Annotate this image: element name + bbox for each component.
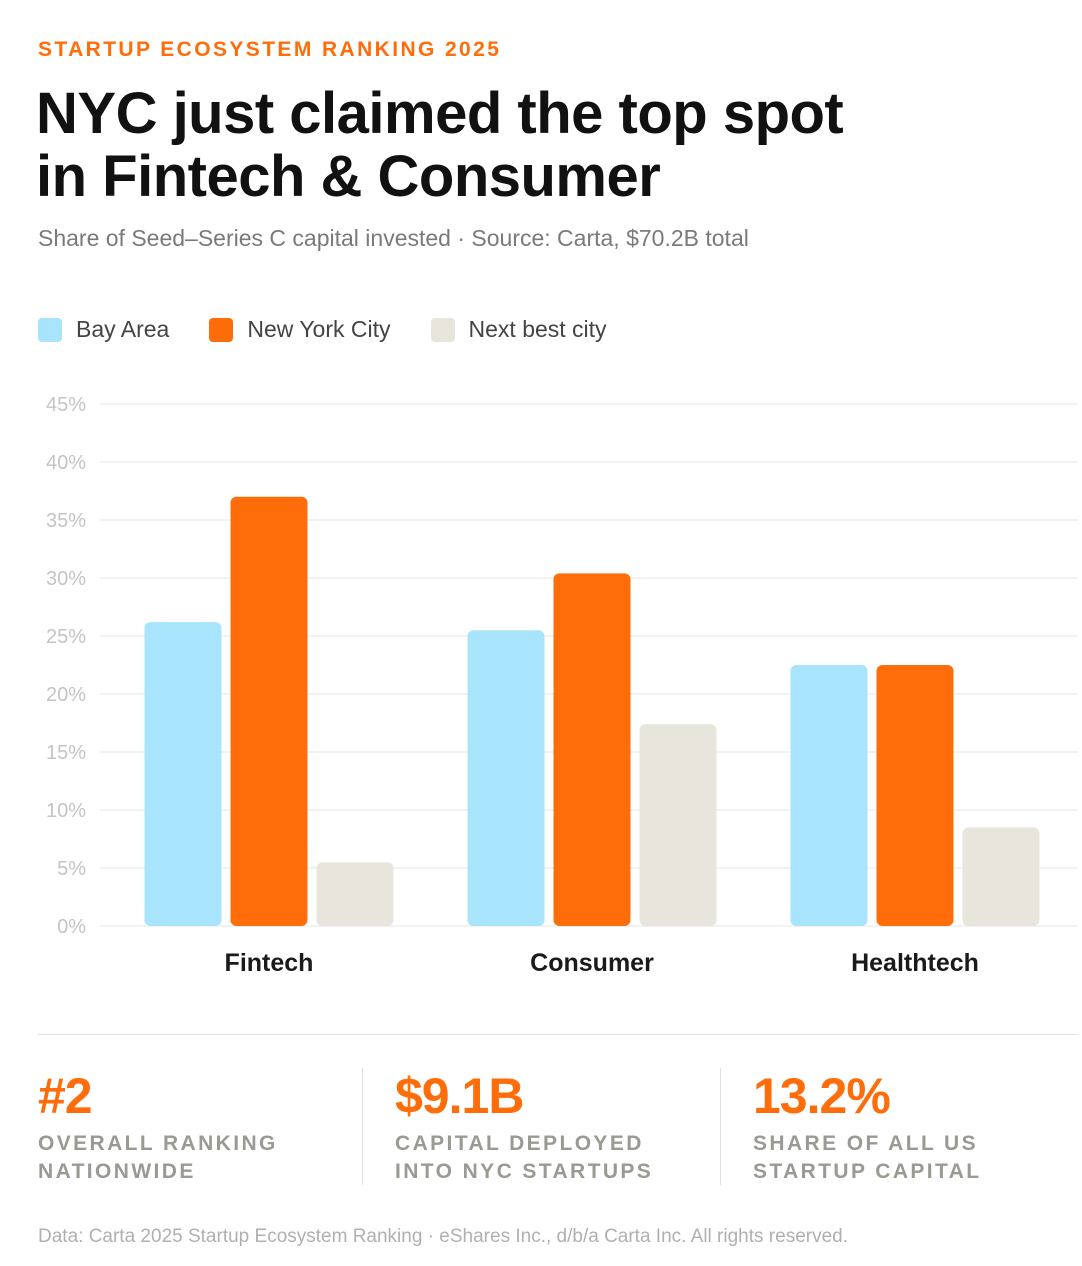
bar-bay-area-consumer (467, 630, 545, 926)
stat-label-share-line-2: STARTUP CAPITAL (753, 1160, 982, 1183)
y-tick-label: 0% (57, 916, 86, 938)
legend-label-bay-area: Bay Area (76, 316, 170, 342)
y-tick-label: 20% (46, 684, 86, 706)
title-line-2: in Fintech & Consumer (36, 144, 661, 209)
y-tick-label: 5% (57, 858, 86, 880)
chart-title: NYC just claimed the top spot in Fintech… (36, 82, 996, 208)
bar-chart: 0% 5% 10% 15% 20% 25% 30% 35% 40% 45% Fintech Consu… (46, 394, 1078, 977)
bar-bay-area-healthtech (790, 665, 868, 926)
x-tick-label: Fintech (225, 949, 314, 977)
legend-item-bay-area: Bay Area (38, 316, 169, 343)
y-tick-label: 35% (46, 510, 86, 532)
bar-next-best-healthtech (962, 827, 1040, 926)
x-tick-label: Consumer (530, 949, 654, 977)
bar-nyc-fintech (230, 496, 308, 926)
stat-label-capital-line-2: INTO NYC STARTUPS (395, 1160, 654, 1183)
stat-label-ranking-line-2: NATIONWIDE (38, 1160, 196, 1183)
x-tick-label: Healthtech (851, 949, 979, 977)
stat-divider (362, 1068, 363, 1185)
legend-swatch-bay-area (38, 317, 62, 342)
legend-label-next-best: Next best city (468, 316, 607, 342)
stat-label-ranking-line-1: OVERALL RANKING (38, 1132, 278, 1155)
section-divider (38, 1034, 1078, 1035)
stat-label-ranking: OVERALL RANKING NATIONWIDE (38, 1130, 338, 1186)
stat-value-capital: $9.1B (395, 1068, 524, 1124)
stat-overall-ranking: #2 OVERALL RANKING NATIONWIDE (38, 1068, 338, 1186)
bar-nyc-consumer (553, 573, 631, 926)
title-line-1: NYC just claimed the top spot (36, 81, 844, 146)
y-tick-label: 10% (46, 800, 86, 822)
stat-label-capital: CAPITAL DEPLOYED INTO NYC STARTUPS (395, 1130, 695, 1186)
eyebrow-label: STARTUP ECOSYSTEM RANKING 2025 (38, 38, 502, 61)
legend-swatch-nyc (209, 317, 234, 342)
y-tick-label: 45% (46, 394, 86, 416)
legend-swatch-next-best (430, 317, 455, 342)
stat-share-capital: 13.2% SHARE OF ALL US STARTUP CAPITAL (753, 1068, 1053, 1186)
bar-next-best-fintech (316, 862, 394, 926)
stat-label-capital-line-1: CAPITAL DEPLOYED (395, 1132, 644, 1155)
legend-label-nyc: New York City (247, 316, 391, 342)
y-tick-label: 30% (46, 568, 86, 590)
y-tick-label: 15% (46, 742, 86, 764)
bar-next-best-consumer (639, 724, 717, 926)
stat-value-share: 13.2% (753, 1068, 891, 1124)
chart-subtitle: Share of Seed–Series C capital invested … (38, 225, 749, 251)
legend-item-next-best: Next best city (430, 316, 607, 343)
footer-credit: Data: Carta 2025 Startup Ecosystem Ranki… (38, 1226, 848, 1247)
bar-nyc-healthtech (876, 665, 954, 926)
stat-capital-deployed: $9.1B CAPITAL DEPLOYED INTO NYC STARTUPS (395, 1068, 695, 1186)
y-tick-label: 40% (46, 452, 86, 474)
y-tick-label: 25% (46, 626, 86, 648)
stat-label-share-line-1: SHARE OF ALL US (753, 1132, 979, 1155)
chart-legend: Bay Area New York City Next best city (38, 316, 607, 343)
stat-divider (720, 1068, 721, 1185)
stat-value-ranking: #2 (38, 1068, 93, 1124)
bar-bay-area-fintech (144, 622, 222, 926)
legend-item-nyc: New York City (209, 316, 391, 343)
stat-label-share: SHARE OF ALL US STARTUP CAPITAL (753, 1130, 1053, 1186)
